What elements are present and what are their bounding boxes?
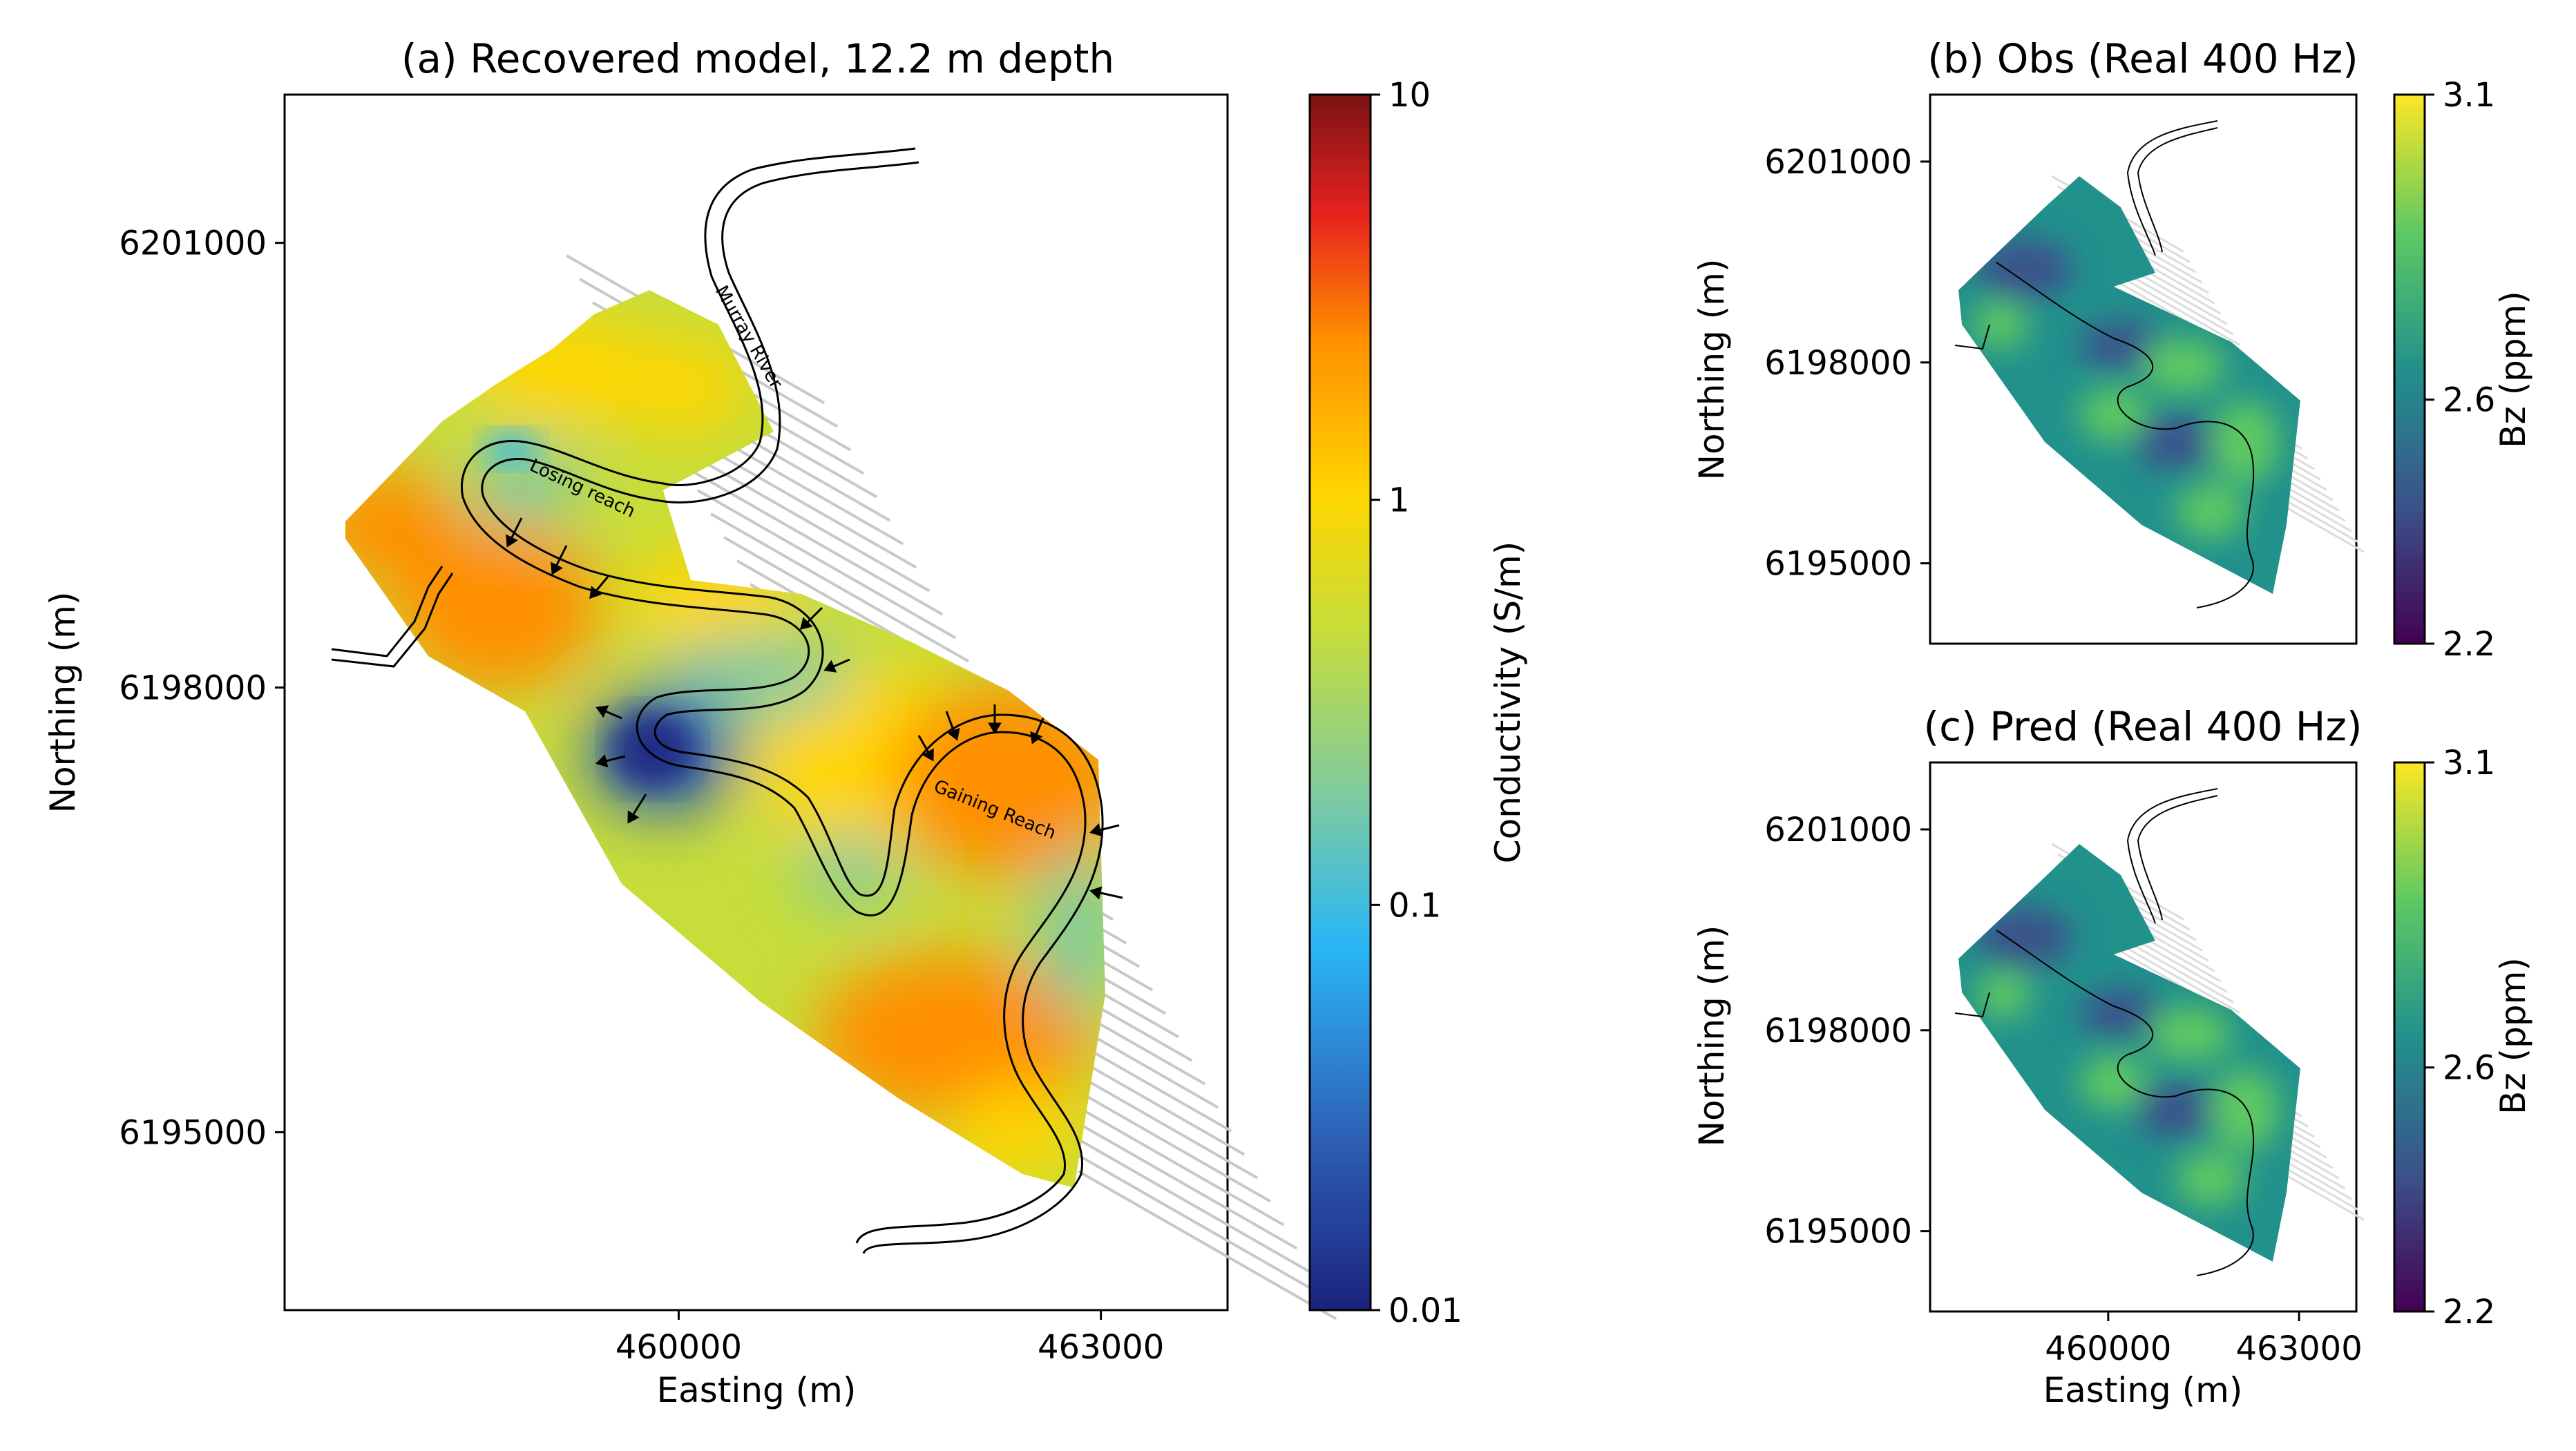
- flow-arrow-head: [823, 660, 837, 673]
- xtick-label: 460000: [2045, 1329, 2171, 1368]
- flow-arrow-head: [988, 722, 1002, 734]
- panel-a-ylabel: Northing (m): [43, 592, 83, 814]
- panel-a-recovered-model: (a) Recovered model, 12.2 m depth: [43, 35, 1528, 1410]
- flight-line: [671, 442, 931, 593]
- river-outline-c: [1954, 788, 2255, 1276]
- ytick-label: 6198000: [119, 669, 267, 708]
- ytick-label: 6195000: [1764, 545, 1912, 584]
- flow-arrow-head: [1089, 823, 1103, 837]
- flow-arrow-head: [589, 586, 602, 599]
- xtick-label: 463000: [2236, 1329, 2363, 1368]
- panel-b-ticks: 6195000 6198000 6201000: [1764, 143, 1930, 584]
- panel-a-ticks: 6195000 6198000 6201000 460000 463000: [119, 224, 1164, 1367]
- colorbar-tick-label: 3.1: [2443, 76, 2495, 115]
- flow-arrow-head: [1089, 886, 1103, 900]
- ytick-label: 6198000: [1764, 1012, 1912, 1050]
- ytick-label: 6201000: [1764, 143, 1912, 182]
- flow-arrow-head: [551, 561, 563, 575]
- murray-river-outline: [331, 147, 1104, 1254]
- flow-arrow-head: [1030, 731, 1043, 744]
- flight-line: [710, 512, 970, 663]
- flight-line: [1078, 1170, 1337, 1320]
- flow-arrow-head: [506, 534, 518, 548]
- colorbar-tick-label: 0.1: [1389, 886, 1441, 925]
- panel-b-ylabel: Northing (m): [1692, 259, 1732, 481]
- xtick-label: 460000: [616, 1328, 742, 1367]
- bz-predicted-map: [1958, 844, 2300, 1262]
- colorbar-tick-label: 2.2: [2443, 625, 2495, 664]
- flow-arrow-head: [799, 617, 813, 631]
- bz-predicted-colorbar-ticks: 3.1 2.6 2.2: [2425, 744, 2495, 1332]
- panel-c-xlabel: Easting (m): [2043, 1370, 2243, 1410]
- ytick-label: 6195000: [119, 1113, 267, 1152]
- colorbar-tick-label: 3.1: [2443, 744, 2495, 782]
- bz-observed-map: [1958, 176, 2300, 594]
- panel-c-ylabel: Northing (m): [1692, 925, 1732, 1147]
- colorbar-tick-label: 1: [1389, 481, 1410, 520]
- panel-a-xlabel: Easting (m): [657, 1370, 857, 1410]
- colorbar-tick-label: 2.2: [2443, 1293, 2495, 1332]
- river-outline-b: [1954, 120, 2255, 608]
- panel-c-title: (c) Pred (Real 400 Hz): [1924, 703, 2363, 750]
- flow-arrow-head: [922, 748, 934, 762]
- bz-observed-colorbar-ticks: 3.1 2.6 2.2: [2425, 76, 2495, 664]
- panel-c-predicted: (c) Pred (Real 400 Hz) 6195000 6198000 620…: [1692, 703, 2533, 1410]
- flight-line: [684, 465, 944, 616]
- flight-line: [2107, 936, 2240, 1014]
- ytick-label: 6201000: [119, 224, 267, 263]
- colorbar-tick-label: 0.01: [1389, 1291, 1462, 1330]
- ytick-label: 6198000: [1764, 344, 1912, 383]
- flow-arrow-head: [595, 705, 609, 718]
- ytick-label: 6201000: [1764, 811, 1912, 849]
- flow-arrows: [506, 517, 1123, 900]
- ytick-label: 6195000: [1764, 1213, 1912, 1251]
- bz-predicted-colorbar: [2393, 761, 2426, 1313]
- flight-line: [1051, 1123, 1311, 1274]
- panel-b-title: (b) Obs (Real 400 Hz): [1927, 35, 2358, 82]
- panel-c-ticks: 6195000 6198000 6201000 460000 463000: [1764, 811, 2363, 1368]
- flow-arrow-head: [595, 754, 609, 768]
- flight-line: [1065, 1146, 1324, 1297]
- xtick-label: 463000: [1038, 1328, 1164, 1367]
- bz-observed-colorbar-label: Bz (ppm): [2493, 291, 2533, 448]
- colorbar-tick-label: 2.6: [2443, 1049, 2495, 1088]
- panel-b-observed: (b) Obs (Real 400 Hz) 6195000 6198000 6201…: [1692, 35, 2533, 664]
- colorbar-tick-label: 10: [1389, 76, 1431, 115]
- flow-arrow-head: [627, 810, 640, 824]
- flow-arrow-head: [947, 727, 960, 741]
- flight-line: [2107, 268, 2240, 346]
- flight-line: [697, 489, 957, 640]
- panel-a-title: (a) Recovered model, 12.2 m depth: [401, 35, 1114, 82]
- conductivity-colorbar-ticks: 10 1 0.1 0.01: [1371, 76, 1462, 1330]
- colorbar-tick-label: 2.6: [2443, 381, 2495, 420]
- conductivity-colorbar: [1308, 93, 1372, 1311]
- bz-observed-colorbar: [2393, 93, 2426, 645]
- conductivity-colorbar-label: Conductivity (S/m): [1488, 541, 1528, 863]
- bz-predicted-colorbar-label: Bz (ppm): [2493, 957, 2533, 1115]
